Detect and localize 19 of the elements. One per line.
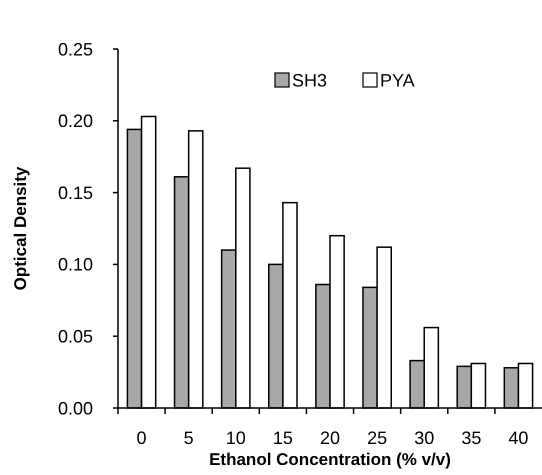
x-axis-title: Ethanol Concentration (% v/v)	[209, 450, 451, 469]
legend-label: SH3	[292, 70, 328, 90]
y-axis-title: Optical Density	[10, 166, 30, 290]
y-tick-label: 0.05	[58, 326, 93, 346]
x-tick-label: 40	[508, 428, 528, 448]
x-tick-label: 15	[272, 428, 293, 448]
y-tick-label: 0.25	[58, 39, 93, 60]
x-tick-label: 0	[136, 428, 147, 448]
x-tick-label: 5	[184, 428, 194, 448]
x-tick-label: 35	[461, 428, 482, 448]
y-tick-label: 0.15	[58, 182, 93, 203]
x-tick-label: 30	[414, 428, 434, 448]
y-tick-label: 0.20	[58, 111, 93, 132]
legend-label: PYA	[380, 70, 415, 90]
y-tick-label: 0.00	[58, 398, 93, 418]
x-tick-label: 20	[320, 428, 340, 448]
x-tick-label: 10	[226, 428, 246, 448]
y-tick-label: 0.10	[58, 254, 93, 275]
x-tick-label: 25	[367, 428, 388, 448]
